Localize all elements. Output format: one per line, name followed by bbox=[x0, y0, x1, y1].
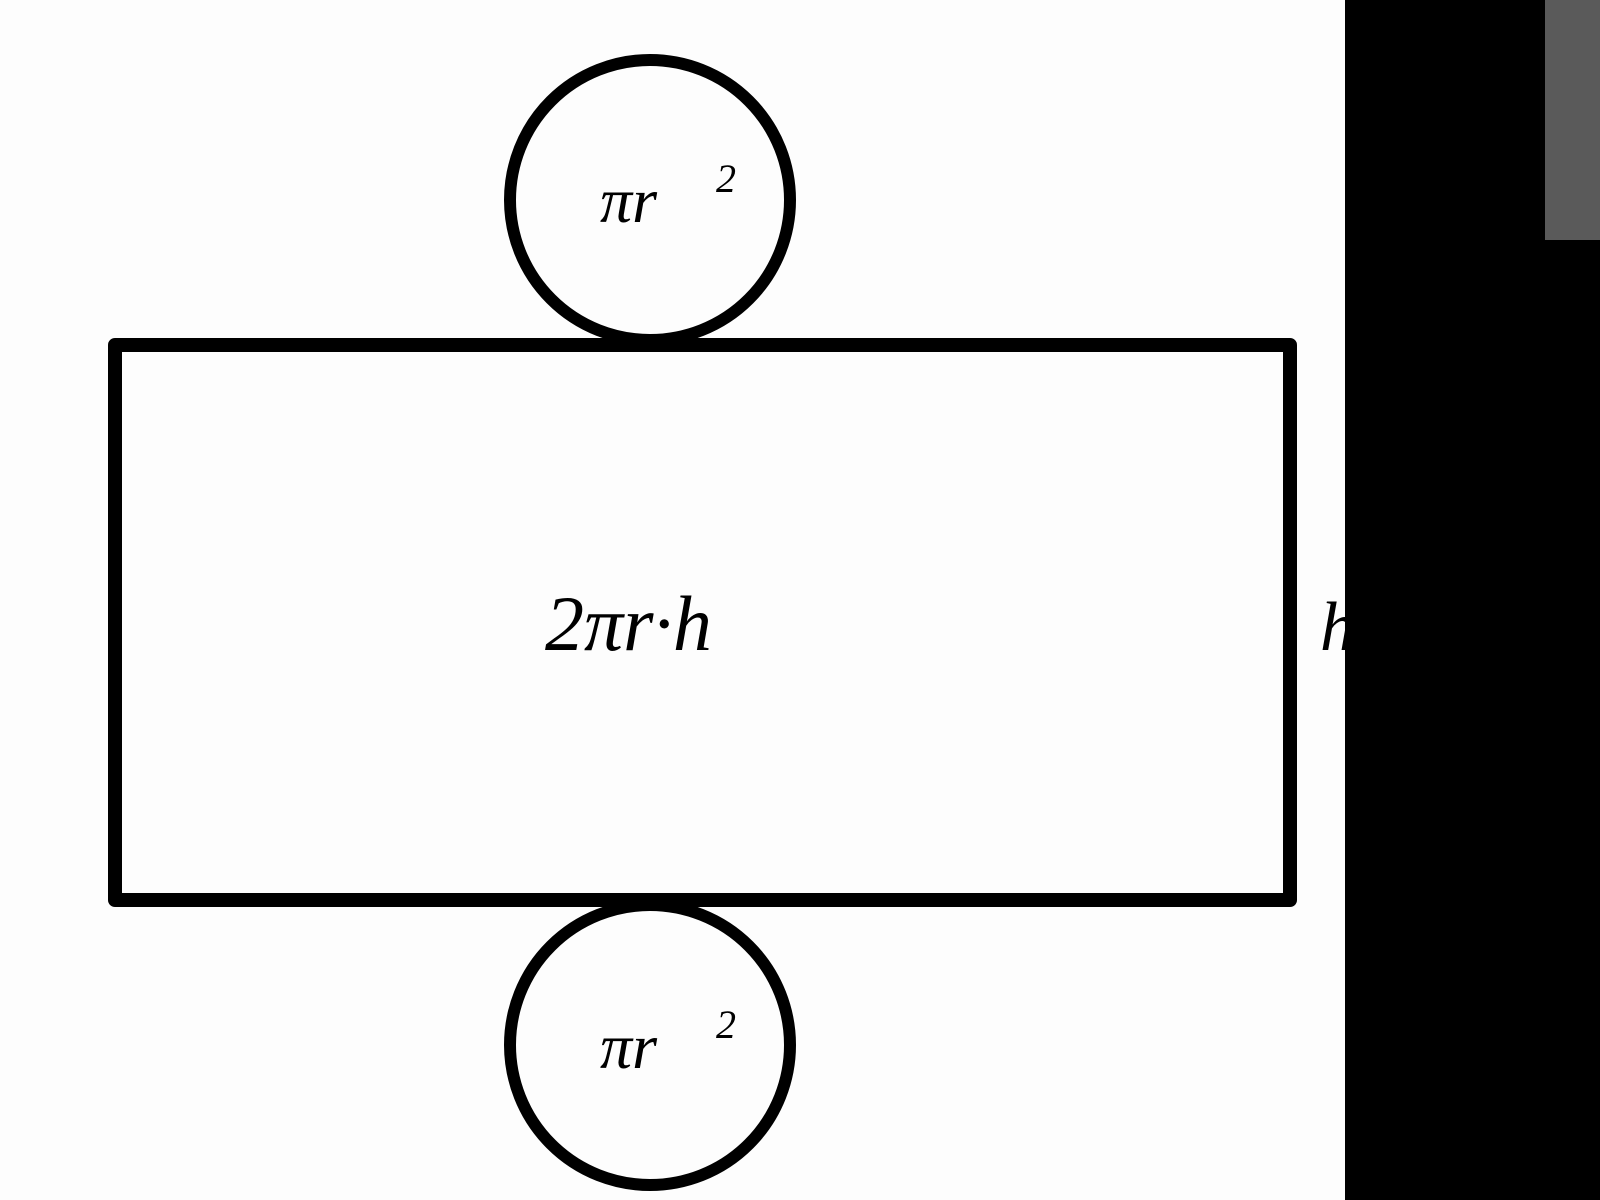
top-circle-label-base: πr bbox=[600, 165, 658, 236]
page-root: πr 2 πr 2 2πr·h h bbox=[0, 0, 1600, 1200]
top-circle-label: πr 2 bbox=[600, 156, 736, 236]
top-circle-label-sup: 2 bbox=[716, 156, 736, 201]
cylinder-net-diagram: πr 2 πr 2 2πr·h h bbox=[0, 0, 1345, 1200]
bottom-circle-label: πr 2 bbox=[600, 1002, 736, 1082]
rectangle-label: 2πr·h bbox=[545, 580, 712, 667]
bottom-circle-label-base: πr bbox=[600, 1011, 658, 1082]
bottom-circle-label-sup: 2 bbox=[716, 1002, 736, 1047]
diagram-area: πr 2 πr 2 2πr·h h bbox=[0, 0, 1345, 1200]
gray-sidebar-strip bbox=[1545, 0, 1600, 240]
height-label: h bbox=[1320, 589, 1345, 666]
